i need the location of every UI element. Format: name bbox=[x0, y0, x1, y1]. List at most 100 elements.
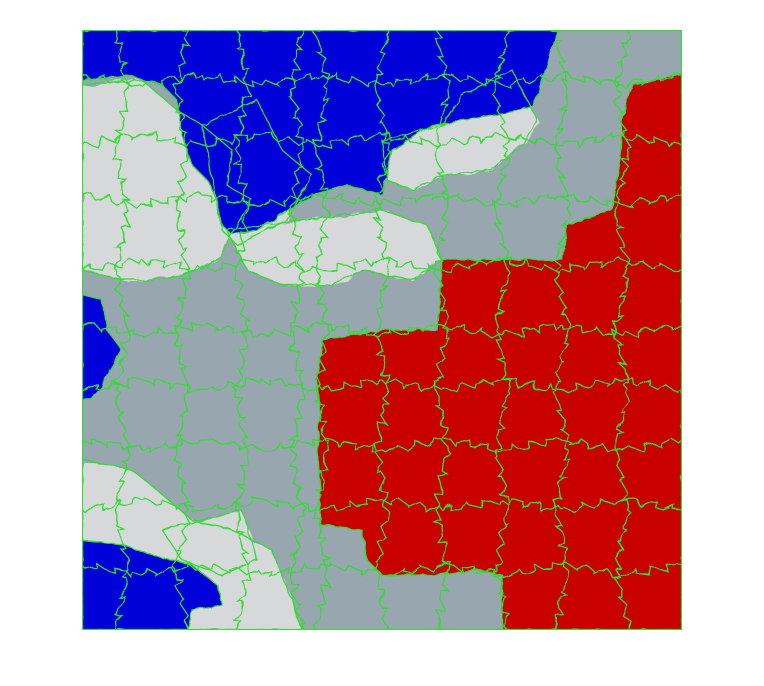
superpixel-edge bbox=[501, 497, 563, 512]
superpixel-edge bbox=[434, 30, 452, 91]
superpixel-edge bbox=[115, 509, 129, 571]
superpixel-edge bbox=[501, 133, 562, 147]
superpixel-edge bbox=[321, 562, 383, 578]
region-outline bbox=[82, 539, 223, 630]
superpixel-edge bbox=[201, 73, 263, 88]
superpixel-edge bbox=[173, 389, 189, 451]
segmentation-image bbox=[82, 30, 682, 630]
superpixel-edge bbox=[613, 30, 632, 91]
superpixel-edge bbox=[433, 449, 452, 511]
superpixel-edge bbox=[113, 329, 131, 391]
superpixel-edge bbox=[373, 149, 392, 211]
superpixel-edge bbox=[321, 71, 383, 87]
superpixel-edge bbox=[201, 377, 263, 392]
superpixel-edge bbox=[261, 321, 323, 338]
superpixel-edge bbox=[313, 389, 330, 451]
superpixel-edge bbox=[289, 89, 304, 151]
superpixel-edge bbox=[82, 377, 143, 391]
superpixel-edge bbox=[615, 149, 629, 211]
superpixel-edge bbox=[174, 269, 192, 331]
superpixel-edge bbox=[289, 149, 305, 211]
superpixel-edge bbox=[261, 499, 323, 512]
superpixel-edge bbox=[613, 569, 632, 630]
superpixel-edge bbox=[561, 438, 623, 453]
superpixel-edge bbox=[82, 562, 143, 579]
superpixel-edge bbox=[233, 269, 252, 331]
superpixel-edge bbox=[312, 509, 332, 571]
superpixel-edge bbox=[374, 449, 389, 511]
superpixel-edge bbox=[492, 89, 511, 151]
blue-region-bottom-left bbox=[82, 540, 222, 630]
superpixel-edge bbox=[621, 437, 682, 452]
superpixel-edge bbox=[114, 569, 129, 630]
superpixel-edge bbox=[441, 323, 503, 338]
superpixel-edge bbox=[175, 209, 191, 271]
superpixel-edge bbox=[621, 133, 682, 148]
superpixel-edge bbox=[501, 378, 563, 391]
superpixel-edge bbox=[555, 89, 569, 151]
superpixel-edge bbox=[494, 30, 509, 91]
superpixel-edge bbox=[501, 561, 563, 579]
region-outline bbox=[381, 69, 538, 191]
superpixel-edge bbox=[141, 378, 203, 393]
superpixel-edge bbox=[82, 191, 143, 209]
region-outline bbox=[201, 99, 313, 246]
superpixel-edge bbox=[232, 329, 249, 391]
superpixel-edge bbox=[82, 257, 143, 272]
superpixel-edge bbox=[261, 379, 323, 392]
superpixel-edge bbox=[141, 191, 203, 208]
superpixel-edge bbox=[613, 269, 629, 331]
superpixel-edge bbox=[321, 192, 383, 208]
superpixel-edge bbox=[494, 269, 511, 331]
superpixel-edge bbox=[561, 131, 623, 148]
superpixel-edge bbox=[381, 564, 443, 577]
superpixel-edge bbox=[552, 449, 571, 511]
superpixel-edge bbox=[234, 30, 250, 91]
superpixel-edge bbox=[554, 329, 570, 391]
superpixel-edge bbox=[321, 379, 383, 392]
superpixel-edge bbox=[314, 149, 329, 211]
superpixel-edge bbox=[621, 562, 682, 577]
region-outline bbox=[160, 509, 258, 576]
superpixel-edge bbox=[501, 73, 563, 89]
superpixel-edge bbox=[561, 256, 623, 272]
superpixel-edge bbox=[261, 257, 323, 272]
superpixel-edge bbox=[561, 324, 623, 336]
superpixel-edge bbox=[381, 257, 443, 272]
superpixel-edge bbox=[615, 449, 629, 511]
superpixel-edge bbox=[621, 194, 682, 208]
superpixel-edge bbox=[441, 498, 503, 511]
superpixel-edge bbox=[233, 569, 252, 630]
superpixel-edge bbox=[172, 449, 191, 511]
superpixel-edge bbox=[441, 437, 503, 454]
superpixel-edge bbox=[501, 322, 563, 337]
red-region-group bbox=[317, 75, 682, 630]
blue-region-left-edge bbox=[82, 295, 122, 400]
superpixel-edge bbox=[495, 389, 511, 451]
superpixel-edge bbox=[312, 89, 332, 151]
superpixel-edge bbox=[288, 269, 307, 331]
superpixel-edge bbox=[202, 437, 263, 452]
superpixel-edge bbox=[554, 569, 570, 630]
superpixel-edge bbox=[555, 149, 570, 211]
superpixel-edge bbox=[141, 323, 203, 339]
superpixel-edge bbox=[261, 74, 323, 87]
superpixel-edge bbox=[174, 89, 189, 151]
superpixel-edge bbox=[261, 439, 323, 453]
superpixel-edge bbox=[201, 134, 263, 147]
superpixel-edge bbox=[114, 269, 130, 331]
superpixel-edge bbox=[621, 498, 682, 511]
superpixel-edge bbox=[621, 323, 682, 338]
superpixel-edge bbox=[492, 569, 511, 630]
region-outline bbox=[316, 74, 682, 630]
superpixel-edge bbox=[234, 209, 250, 271]
superpixel-edge bbox=[312, 569, 331, 630]
superpixel-edge bbox=[321, 131, 383, 149]
superpixel-edge bbox=[287, 209, 306, 271]
superpixel-edge bbox=[621, 376, 682, 394]
superpixel-edge bbox=[561, 71, 623, 89]
superpixel-edge bbox=[321, 323, 383, 338]
superpixel-edge bbox=[441, 257, 503, 274]
superpixel-edge bbox=[141, 132, 203, 147]
superpixel-edge bbox=[173, 329, 191, 391]
